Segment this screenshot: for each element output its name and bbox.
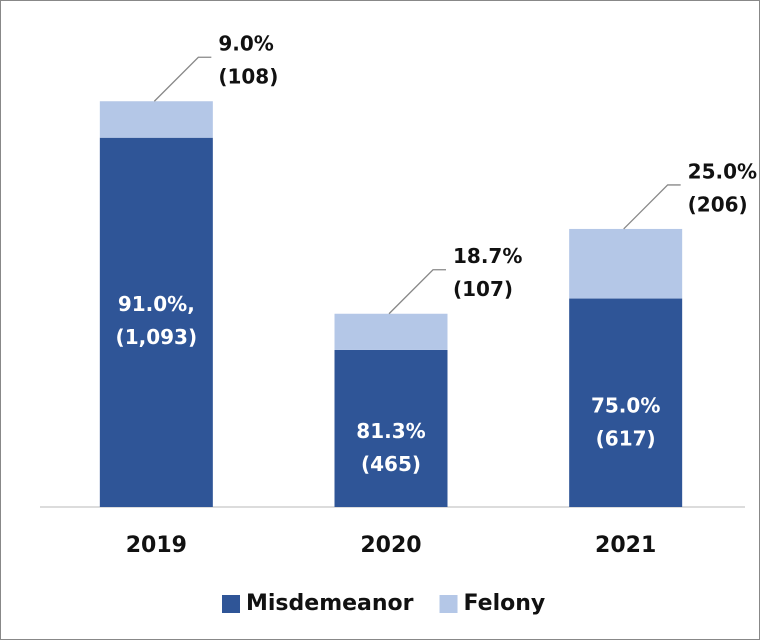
data-label: 91.0%, (1,093) xyxy=(116,291,198,348)
bar-segment xyxy=(334,313,448,350)
data-label: 81.3% (465) xyxy=(356,418,425,475)
data-label: 75.0% (617) xyxy=(591,393,660,450)
bar-segment xyxy=(569,298,683,507)
legend-label: Felony xyxy=(464,591,546,616)
data-label: 25.0% (206) xyxy=(688,159,757,216)
x-tick-label: 2020 xyxy=(360,533,421,558)
legend-swatch xyxy=(222,595,240,613)
legend-label: Misdemeanor xyxy=(246,591,414,616)
leader-line xyxy=(153,56,212,102)
data-label: 9.0% (108) xyxy=(218,31,278,88)
legend-swatch xyxy=(439,595,458,613)
x-tick-label: 2021 xyxy=(595,533,656,558)
bar-segment xyxy=(334,349,448,507)
bar-segment xyxy=(99,101,213,138)
data-label: 18.7% (107) xyxy=(453,244,522,301)
x-tick-label: 2019 xyxy=(126,533,187,558)
bar-segment xyxy=(569,228,683,299)
leader-line xyxy=(623,184,681,230)
bar-segment xyxy=(99,137,213,507)
leader-line xyxy=(388,269,446,315)
